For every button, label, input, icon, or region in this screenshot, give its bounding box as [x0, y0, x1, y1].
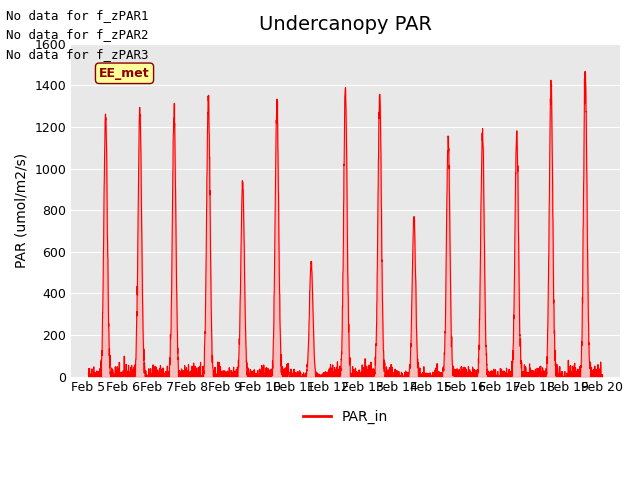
Text: EE_met: EE_met: [99, 67, 150, 80]
Y-axis label: PAR (umol/m2/s): PAR (umol/m2/s): [15, 153, 29, 268]
Text: No data for f_zPAR1: No data for f_zPAR1: [6, 9, 149, 22]
Text: No data for f_zPAR3: No data for f_zPAR3: [6, 48, 149, 60]
Text: No data for f_zPAR2: No data for f_zPAR2: [6, 28, 149, 41]
Legend: PAR_in: PAR_in: [297, 404, 394, 430]
Title: Undercanopy PAR: Undercanopy PAR: [259, 15, 432, 34]
